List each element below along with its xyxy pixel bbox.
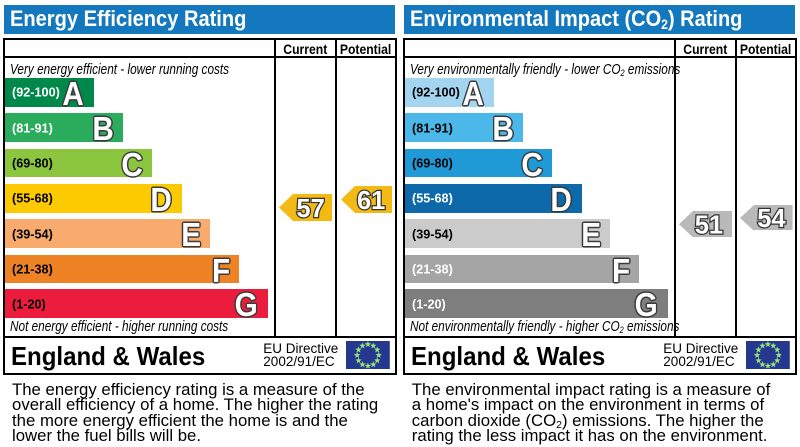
svg-text:57: 57 (296, 195, 324, 221)
svg-text:54: 54 (757, 205, 786, 231)
svg-text:51: 51 (695, 211, 723, 237)
svg-text:61: 61 (357, 186, 385, 212)
